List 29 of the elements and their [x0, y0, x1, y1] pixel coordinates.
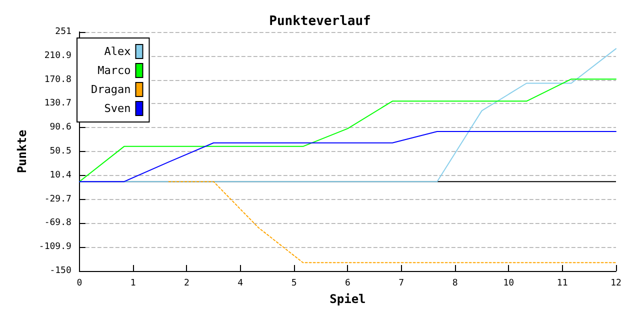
y-tick-label: -69.8: [44, 218, 72, 228]
y-tick-label: 210.9: [44, 50, 72, 61]
x-tick-label: 1: [130, 278, 136, 288]
x-tick-label: 2: [184, 278, 190, 288]
y-tick-label: -150: [50, 266, 72, 276]
x-tick-label: 0: [76, 278, 82, 288]
y-axis-title: Punkte: [15, 130, 29, 174]
x-tick-label: 4: [238, 278, 244, 288]
x-axis-title: Spiel: [330, 292, 366, 306]
x-tick-label: 11: [556, 278, 568, 288]
y-tick-label: 251: [55, 27, 72, 37]
legend-label: Sven: [104, 102, 131, 115]
y-tick-label: 50.5: [50, 146, 72, 156]
x-tick-label: 8: [452, 278, 458, 288]
y-tick-label: 170.8: [44, 74, 72, 85]
y-tick-label: -109.9: [38, 242, 72, 252]
x-tick-label: 5: [291, 278, 297, 288]
y-tick-label: 90.6: [50, 122, 72, 133]
legend-label: Marco: [98, 64, 131, 77]
legend-label: Alex: [104, 45, 132, 58]
x-tick-label: 10: [503, 278, 514, 288]
legend-label: Dragan: [90, 83, 131, 96]
x-tick-label: 6: [344, 278, 350, 288]
y-tick-label: 10.4: [50, 170, 72, 180]
x-tick-label: 12: [610, 278, 622, 288]
chart-title: Punkteverlauf: [269, 14, 371, 29]
y-tick-label: 130.7: [44, 98, 72, 109]
y-tick-label: -29.7: [44, 194, 72, 204]
x-tick-label: 7: [398, 278, 404, 288]
